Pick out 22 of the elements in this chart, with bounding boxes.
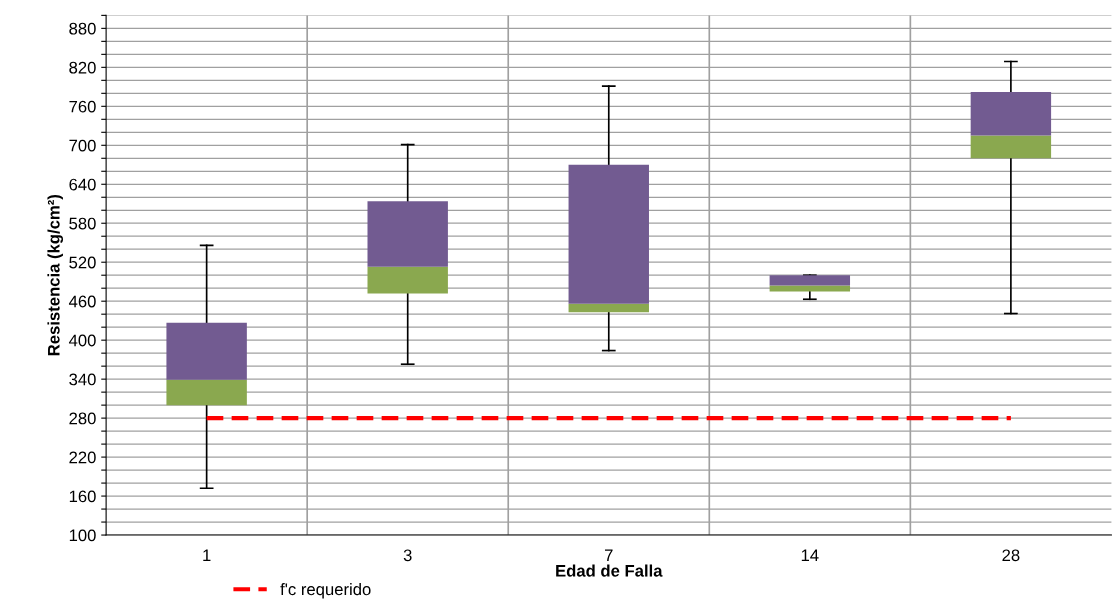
legend-label: f'c requerido — [280, 583, 371, 599]
x-tick-label: 7 — [604, 549, 613, 562]
y-axis-title: Resistencia (kg/cm²) — [47, 194, 64, 356]
y-tick-label: 640 — [69, 178, 96, 191]
y-tick-label: 280 — [69, 412, 96, 425]
y-tick-label: 340 — [69, 373, 96, 386]
y-tick-label: 760 — [69, 100, 96, 113]
y-tick-label: 580 — [69, 217, 96, 230]
x-tick-label: 14 — [801, 549, 819, 562]
y-tick-label: 100 — [69, 529, 96, 542]
y-tick-label: 820 — [69, 61, 96, 74]
y-tick-label: 460 — [68, 295, 96, 308]
y-tick-label: 520 — [69, 256, 96, 269]
y-tick-label: 160 — [69, 490, 96, 503]
x-tick-label: 28 — [1002, 549, 1020, 562]
x-tick-label: 3 — [403, 549, 412, 562]
y-tick-label: 880 — [69, 22, 96, 35]
y-tick-label: 220 — [69, 451, 96, 464]
y-tick-label: 700 — [69, 139, 96, 152]
x-axis-title: Edad de Falla — [556, 564, 663, 577]
x-tick-label: 1 — [203, 549, 211, 562]
y-tick-label: 400 — [68, 334, 96, 347]
